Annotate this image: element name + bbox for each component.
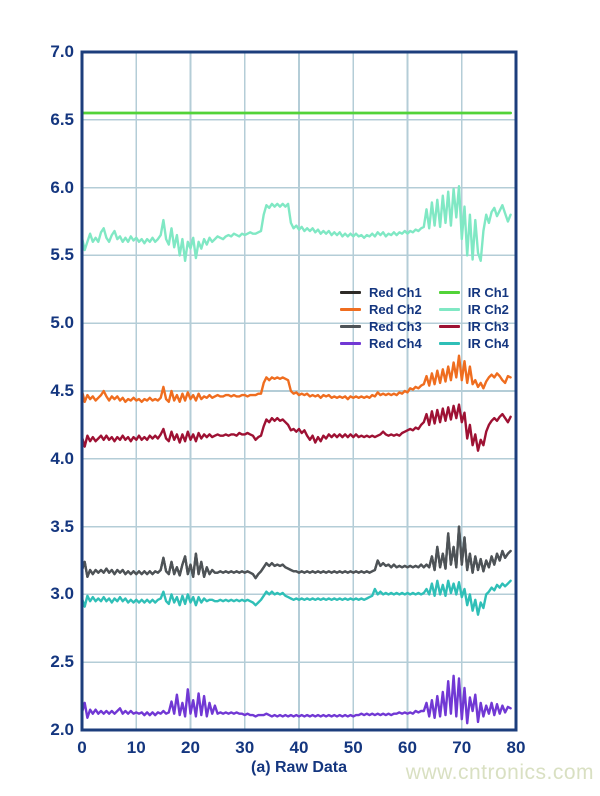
y-tick-label-6.5: 6.5 [50,109,74,129]
watermark-text: www.cntronics.com [405,761,594,784]
legend-line-sample-icon [340,325,361,328]
legend-line-sample-icon [438,342,460,345]
series-line-red-ch2 [80,354,512,403]
x-tick-label-70: 70 [452,738,472,757]
chart-legend: Red Ch1 Red Ch2 Red Ch3 Red Ch4 IR Ch1 IR Ch2… [340,284,509,352]
legend-label: IR Ch3 [467,319,509,334]
y-tick-label-4.0: 4.0 [50,448,74,468]
legend-label: Red Ch4 [369,336,422,351]
legend-label: Red Ch2 [369,302,422,317]
x-tick-label-80: 80 [506,738,526,757]
x-tick-label-10: 10 [126,738,146,757]
legend-item-red-ch2: Red Ch2 [340,301,422,318]
legend-line-sample-icon [438,325,460,328]
y-tick-label-4.5: 4.5 [50,381,74,400]
legend-item-red-ch1: Red Ch1 [340,284,422,301]
x-tick-label-50: 50 [343,738,363,757]
series-line-red-ch3 [80,525,512,580]
legend-label: IR Ch4 [467,336,509,351]
legend-line-sample-icon [438,308,460,311]
y-tick-label-7.0: 7.0 [50,42,74,61]
legend-label: IR Ch2 [467,302,509,317]
series-line-red-ch4 [80,674,512,725]
series-line-ir-ch3 [80,403,512,452]
legend-item-red-ch4: Red Ch4 [340,335,422,352]
legend-label: Red Ch3 [369,319,422,334]
legend-item-ir-ch1: IR Ch1 [438,284,509,301]
y-tick-label-3.0: 3.0 [50,584,74,604]
y-tick-label-2.5: 2.5 [50,652,74,672]
legend-line-sample-icon [438,291,460,294]
x-tick-label-20: 20 [181,738,200,757]
x-tick-label-60: 60 [398,738,417,757]
x-axis-title: (a) Raw Data [250,759,348,776]
legend-item-ir-ch3: IR Ch3 [438,318,509,335]
legend-label: Red Ch1 [369,285,422,300]
x-tick-label-0: 0 [77,738,87,757]
legend-line-sample-icon [340,291,361,294]
legend-line-sample-icon [340,308,361,311]
series-line-ir-ch4 [80,579,512,616]
legend-line-sample-icon [340,342,361,345]
legend-label: IR Ch1 [467,285,509,300]
legend-item-ir-ch2: IR Ch2 [438,301,509,318]
legend-item-red-ch3: Red Ch3 [340,318,422,335]
y-tick-label-5.0: 5.0 [50,313,74,333]
y-tick-label-6.0: 6.0 [50,177,74,197]
y-tick-label-2.0: 2.0 [50,720,74,739]
x-tick-label-30: 30 [235,738,255,757]
y-tick-label-5.5: 5.5 [50,245,74,265]
plot-frame [80,50,518,732]
series-line-ir-ch2 [80,184,512,262]
y-tick-label-3.5: 3.5 [50,516,74,536]
legend-item-ir-ch4: IR Ch4 [438,335,509,352]
x-tick-label-40: 40 [289,738,309,757]
